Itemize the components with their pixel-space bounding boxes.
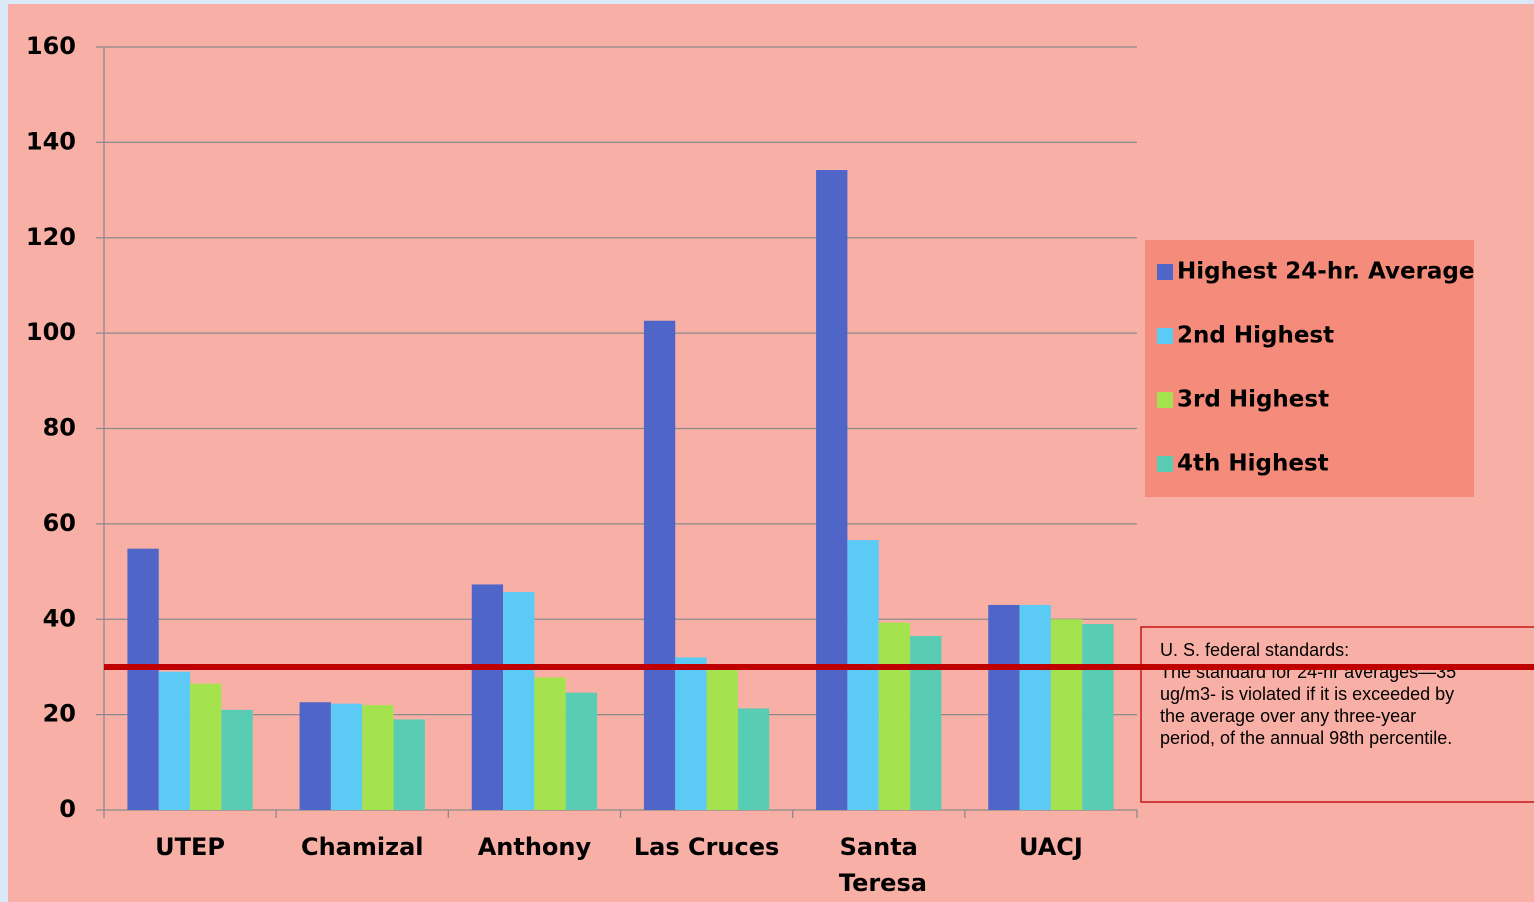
x-tick-label: Santa Teresa [831, 833, 927, 897]
y-tick-label: 20 [43, 700, 76, 728]
y-tick-label: 160 [26, 32, 76, 60]
bar [910, 635, 942, 810]
legend-swatch [1157, 392, 1173, 408]
legend-label: 3rd Highest [1177, 387, 1329, 413]
bar [1050, 619, 1083, 810]
legend-box [1145, 240, 1474, 497]
bar [190, 683, 222, 810]
legend-swatch [1157, 264, 1173, 280]
legend-swatch [1157, 456, 1173, 472]
bar [1082, 624, 1114, 810]
annotation-text: period, of the annual 98th percentile. [1160, 728, 1452, 748]
bar [362, 705, 394, 810]
y-tick-label: 80 [43, 414, 76, 442]
bar [534, 677, 566, 810]
x-tick-label: UACJ [1019, 833, 1083, 861]
bar [816, 170, 848, 810]
bar [503, 592, 535, 810]
legend-label: 4th Highest [1177, 451, 1329, 477]
bar [878, 622, 911, 810]
annotation-text: ug/m3- is violated if it is exceeded by [1160, 684, 1454, 704]
x-tick-label: Las Cruces [634, 833, 779, 861]
y-tick-label: 60 [43, 509, 76, 537]
legend-label: Highest 24-hr. Average [1177, 259, 1475, 285]
annotation-text: U. S. federal standards: [1160, 640, 1349, 660]
bar [221, 709, 253, 810]
bar [127, 548, 159, 810]
bar [471, 584, 504, 810]
bar [675, 657, 707, 810]
x-tick-label: Anthony [478, 833, 592, 861]
legend-swatch [1157, 328, 1173, 344]
legend-label: 2nd Highest [1177, 323, 1334, 349]
bar [565, 692, 598, 810]
y-tick-label: 0 [59, 795, 76, 823]
annotation-box [1140, 626, 1534, 803]
bar [393, 719, 425, 810]
y-tick-label: 40 [43, 604, 76, 632]
bar [158, 671, 191, 810]
bar [847, 540, 879, 810]
bar [330, 703, 363, 810]
bar [737, 708, 770, 810]
bar [1019, 604, 1051, 810]
bar [706, 669, 738, 810]
y-tick-label: 120 [26, 223, 76, 251]
y-tick-label: 100 [26, 318, 76, 346]
bar [643, 320, 676, 810]
annotation-text: the average over any three-year [1160, 706, 1416, 726]
x-tick-label: UTEP [155, 833, 225, 861]
y-tick-label: 140 [26, 127, 76, 155]
bar [988, 604, 1020, 810]
bar [299, 702, 331, 810]
x-tick-label: Chamizal [301, 833, 424, 861]
